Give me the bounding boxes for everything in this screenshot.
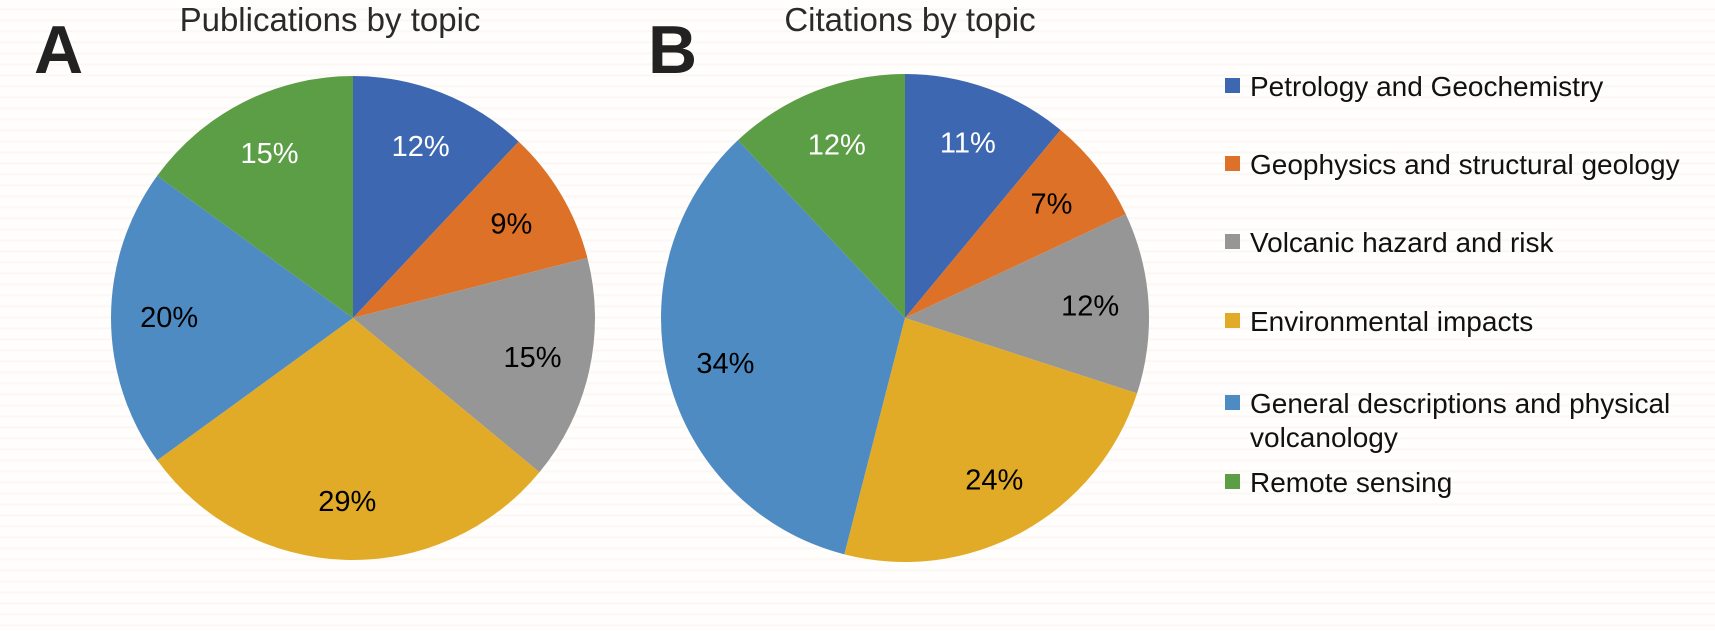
legend-item-general-descriptions: General descriptions and physical volcan… bbox=[1225, 387, 1705, 455]
legend-swatch-general-descriptions bbox=[1225, 395, 1240, 410]
pie-slice bbox=[353, 76, 519, 318]
slice-percent-label: 20% bbox=[140, 302, 198, 334]
pie-slice bbox=[661, 140, 905, 555]
pie-slice bbox=[844, 318, 1138, 562]
legend-label: General descriptions and physical volcan… bbox=[1250, 388, 1671, 454]
slice-percent-label: 15% bbox=[240, 138, 298, 170]
slice-percent-label: 12% bbox=[1061, 290, 1119, 322]
panel-b-letter: B bbox=[648, 12, 698, 88]
legend-label: Petrology and Geochemistry bbox=[1250, 71, 1604, 102]
pie-slice bbox=[905, 74, 1061, 318]
slice-percent-label: 15% bbox=[503, 342, 561, 374]
slice-percent-label: 34% bbox=[696, 348, 754, 380]
legend-label: Remote sensing bbox=[1250, 467, 1453, 498]
slice-percent-label: 11% bbox=[940, 128, 996, 160]
legend-swatch-geophysics bbox=[1225, 156, 1240, 171]
legend-item-petrology: Petrology and Geochemistry bbox=[1225, 70, 1705, 104]
legend-item-remote-sensing: Remote sensing bbox=[1225, 466, 1705, 500]
panel-b-title: Citations by topic bbox=[784, 1, 1036, 38]
legend-item-volcanic-hazard: Volcanic hazard and risk bbox=[1225, 226, 1705, 260]
pie-slice bbox=[157, 318, 540, 560]
pie-slice bbox=[353, 141, 588, 318]
pie-slice bbox=[353, 257, 596, 473]
legend-swatch-environmental bbox=[1225, 313, 1240, 328]
legend-swatch-petrology bbox=[1225, 78, 1240, 93]
slice-percent-label: 29% bbox=[318, 486, 376, 518]
panel-a-title: Publications by topic bbox=[179, 1, 481, 38]
legend-label: Geophysics and structural geology bbox=[1250, 149, 1680, 180]
legend-swatch-remote-sensing bbox=[1225, 474, 1240, 489]
pie-slice bbox=[905, 129, 1126, 318]
pie-slice bbox=[737, 74, 905, 318]
pie-chart-citations: 11% 7% 12% 24% 34% 12% bbox=[655, 68, 1155, 568]
pie-svg: 11% 7% 12% 24% 34% 12% bbox=[661, 74, 1150, 562]
slice-percent-label: 9% bbox=[490, 208, 532, 240]
slice-percent-label: 12% bbox=[808, 130, 866, 162]
legend-label: Environmental impacts bbox=[1250, 306, 1534, 337]
panel-a-letter: A bbox=[34, 12, 84, 88]
pie-slice bbox=[905, 214, 1150, 394]
slice-percent-label: 24% bbox=[965, 465, 1023, 497]
pie-slice bbox=[157, 76, 353, 318]
pie-chart-publications: 12% 9% 15% 29% 20% 15% bbox=[103, 68, 603, 568]
legend-item-geophysics: Geophysics and structural geology bbox=[1225, 148, 1705, 182]
legend-label: Volcanic hazard and risk bbox=[1250, 227, 1554, 258]
pie-svg: 12% 9% 15% 29% 20% 15% bbox=[111, 76, 596, 560]
legend-swatch-volcanic-hazard bbox=[1225, 234, 1240, 249]
pie-slice bbox=[111, 175, 353, 461]
slice-percent-label: 12% bbox=[392, 131, 450, 163]
legend-item-environmental: Environmental impacts bbox=[1225, 305, 1705, 339]
slice-percent-label: 7% bbox=[1031, 188, 1073, 220]
